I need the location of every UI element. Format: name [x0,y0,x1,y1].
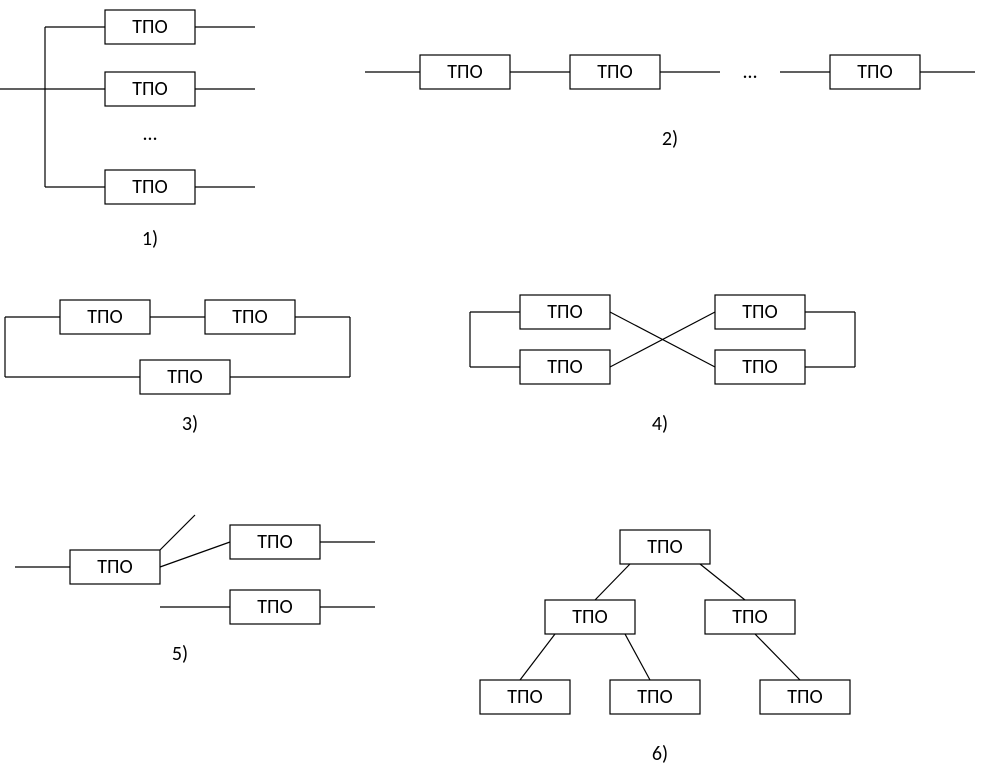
node-box: ТПО [105,10,195,44]
connector-line [520,634,555,680]
diagram-label: 1) [142,227,158,251]
node-box: ТПО [230,590,320,624]
node-label: ТПО [167,365,202,389]
node-label: ТПО [447,60,482,84]
node-box: ТПО [520,295,610,329]
node-box: ТПО [715,350,805,384]
node-box: ТПО [610,680,700,714]
node-label: ТПО [547,300,582,324]
node-label: ТПО [132,77,167,101]
node-box: ТПО [140,360,230,394]
ellipsis-text: … [743,60,757,84]
node-box: ТПО [715,295,805,329]
node-box: ТПО [105,170,195,204]
node-label: ТПО [132,175,167,199]
node-box: ТПО [70,550,160,584]
node-box: ТПО [230,525,320,559]
node-label: ТПО [97,555,132,579]
node-label: ТПО [547,355,582,379]
diagram-d2: ТПО ТПО ТПО … 2) [365,55,975,151]
connector-line [595,564,630,600]
diagram-d3: ТПО ТПО ТПО 3) [5,300,350,436]
node-box: ТПО [760,680,850,714]
node-box: ТПО [520,350,610,384]
diagram-d1: ТПО ТПО ТПО … 1) [0,10,255,251]
node-box: ТПО [830,55,920,89]
diagram-d5: ТПО ТПО ТПО 5) [15,515,375,666]
connector-line [625,634,650,680]
node-label: ТПО [232,305,267,329]
node-box: ТПО [420,55,510,89]
node-label: ТПО [637,685,672,709]
node-label: ТПО [647,535,682,559]
node-label: ТПО [787,685,822,709]
diagram-label: 2) [662,127,678,151]
diagram-label: 6) [652,742,668,766]
node-box: ТПО [205,300,295,334]
node-label: ТПО [742,300,777,324]
node-label: ТПО [857,60,892,84]
node-label: ТПО [507,685,542,709]
node-label: ТПО [132,15,167,39]
diagram-d4: ТПО ТПО ТПО ТПО 4) [470,295,855,436]
node-label: ТПО [742,355,777,379]
node-box: ТПО [545,600,635,634]
diagram-label: 4) [652,412,668,436]
diagram-label: 3) [182,412,198,436]
node-box: ТПО [60,300,150,334]
diagram-label: 5) [172,642,188,666]
node-box: ТПО [705,600,795,634]
node-label: ТПО [732,605,767,629]
node-label: ТПО [257,595,292,619]
diagram-d6: ТПО ТПО ТПО ТПО ТПО ТПО 6) [480,530,850,766]
node-box: ТПО [570,55,660,89]
node-label: ТПО [572,605,607,629]
node-label: ТПО [597,60,632,84]
ellipsis-text: … [143,122,157,146]
connector-line [755,634,800,680]
node-box: ТПО [620,530,710,564]
connector-line [160,542,230,567]
node-label: ТПО [257,530,292,554]
node-label: ТПО [87,305,122,329]
node-box: ТПО [480,680,570,714]
connector-line [160,515,195,550]
connector-line [700,564,745,600]
node-box: ТПО [105,72,195,106]
